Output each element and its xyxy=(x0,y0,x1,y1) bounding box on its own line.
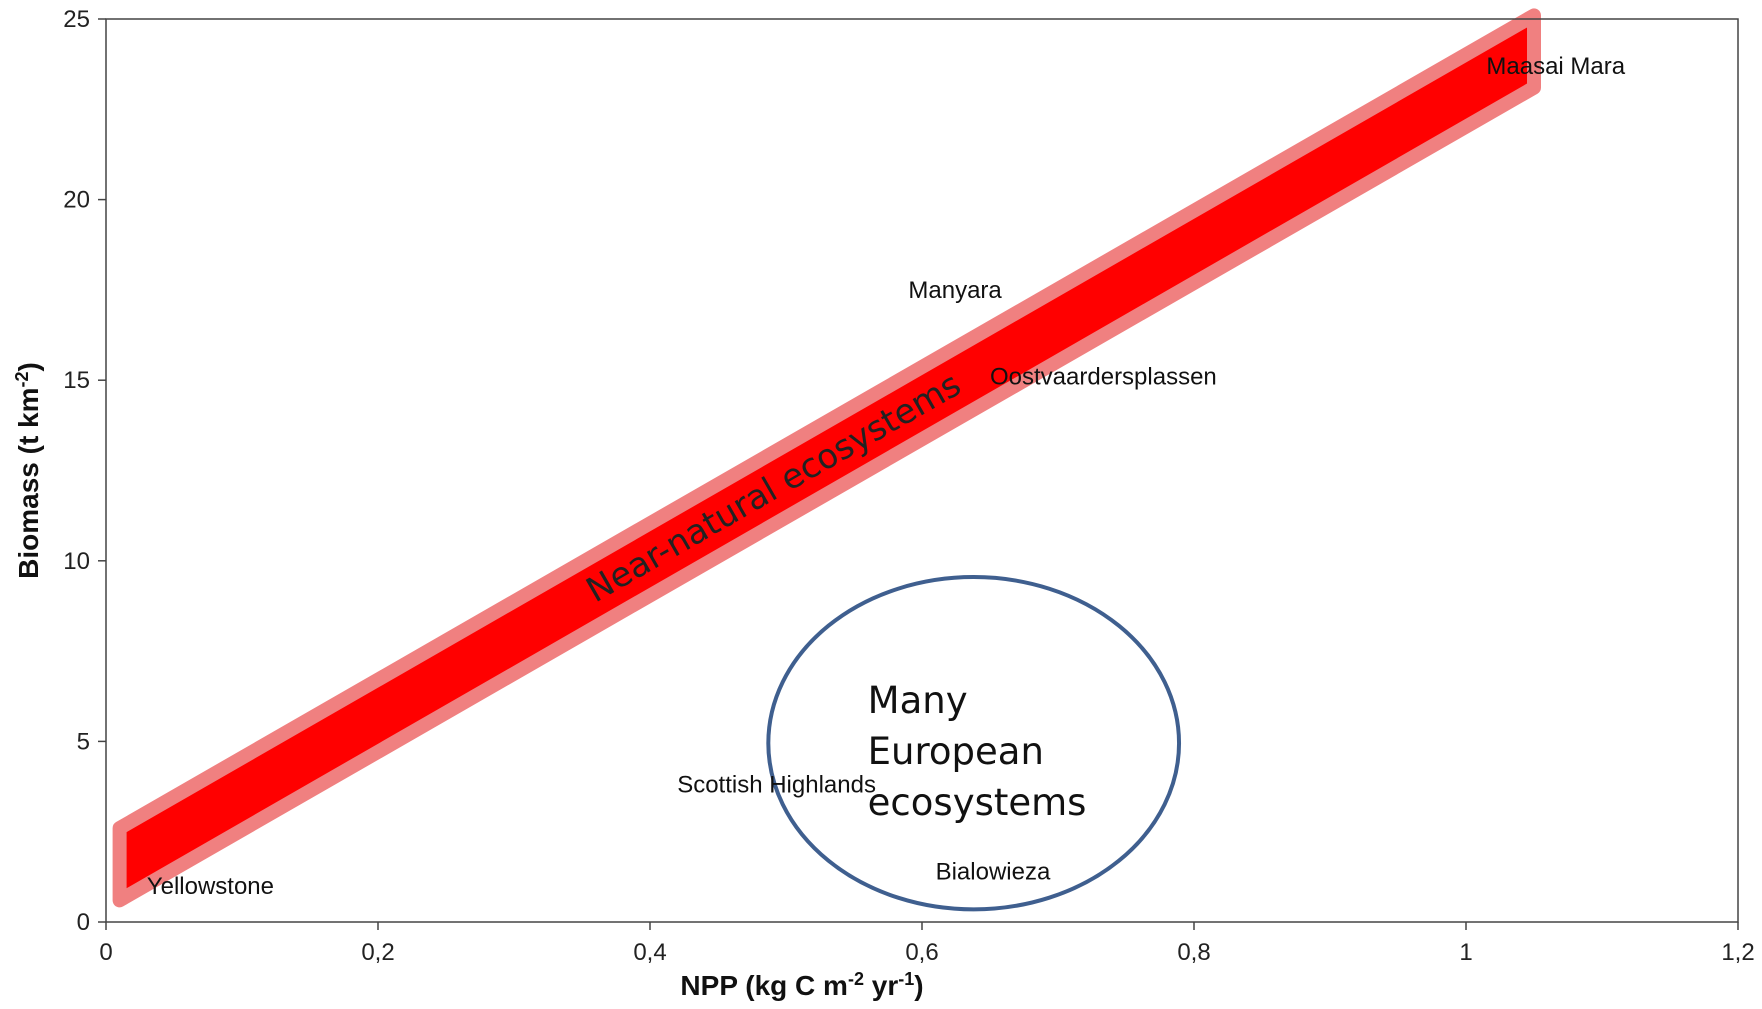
x-axis-title: NPP (kg C m-2 yr-1) xyxy=(680,969,923,1001)
y-tick-label: 10 xyxy=(63,548,90,575)
x-tick-label: 0,6 xyxy=(905,939,938,966)
site-label: Bialowieza xyxy=(936,858,1051,885)
x-tick-label: 1 xyxy=(1459,939,1472,966)
x-tick-label: 0,2 xyxy=(361,939,394,966)
x-axis-title-part: yr xyxy=(864,970,898,1001)
ellipse-layer: Many European ecosystems xyxy=(766,575,1182,912)
x-axis-title-part: NPP (kg C m xyxy=(680,970,848,1001)
site-label: Scottish Highlands xyxy=(677,772,876,799)
x-axis-title-sup: -1 xyxy=(898,969,914,989)
site-label: Oostvaardersplassen xyxy=(990,364,1217,391)
y-tick-label: 20 xyxy=(63,187,90,214)
x-axis-title-sup: -2 xyxy=(848,969,864,989)
x-tick-label: 1,2 xyxy=(1721,939,1754,966)
european-ecosystems-ellipse xyxy=(766,575,1182,912)
x-tick-label: 0,4 xyxy=(633,939,666,966)
band-layer: Near-natural ecosystems xyxy=(112,8,1541,908)
x-tick-label: 0,8 xyxy=(1177,939,1210,966)
site-label: Maasai Mara xyxy=(1486,53,1625,80)
y-axis-title-part: ) xyxy=(13,362,44,371)
x-axis-title-part: ) xyxy=(914,970,923,1001)
near-natural-band xyxy=(112,8,1541,908)
y-tick-label: 15 xyxy=(63,367,90,394)
site-label: Manyara xyxy=(908,277,1002,304)
ellipse-label-line: Many xyxy=(868,679,968,722)
y-tick-label: 0 xyxy=(77,909,90,936)
ellipse-label-line: ecosystems xyxy=(868,781,1087,824)
y-axis-title-part: Biomass (t km xyxy=(13,387,44,578)
y-axis-title-sup: -2 xyxy=(12,371,32,387)
labels-layer: Yellowstone Scottish Highlands Bialowieza M… xyxy=(147,53,1626,900)
y-axis-title: Biomass (t km-2) xyxy=(12,362,44,579)
ellipse-label-line: European xyxy=(868,730,1044,773)
site-label: Yellowstone xyxy=(147,873,274,900)
y-tick-label: 25 xyxy=(63,6,90,33)
y-tick-label: 5 xyxy=(77,728,90,755)
x-tick-label: 0 xyxy=(99,939,112,966)
band-label: Near-natural ecosystems xyxy=(580,365,968,611)
